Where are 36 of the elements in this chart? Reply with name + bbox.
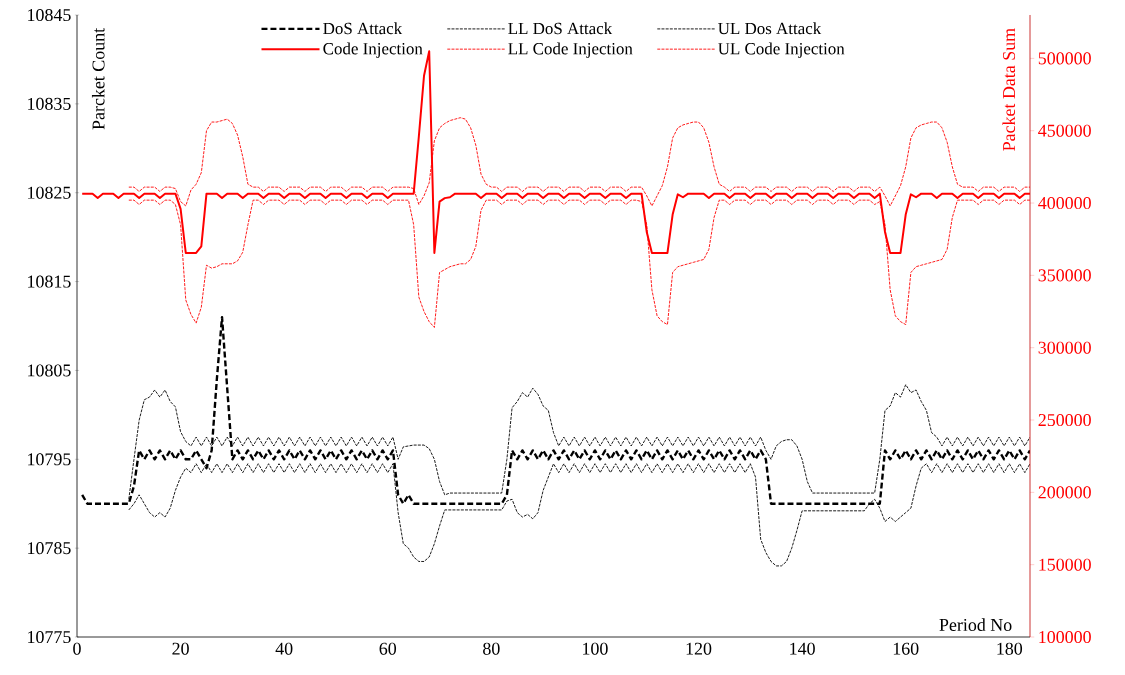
- y-tick-label: 10815: [28, 275, 71, 288]
- x-tick-label: 40: [275, 642, 293, 655]
- legend-label: Code Injection: [323, 42, 423, 58]
- y-tick-label: 10785: [28, 542, 71, 555]
- legend-label: UL Code Injection: [718, 42, 845, 58]
- y-tick-label: 10845: [28, 8, 71, 22]
- y-axis-title: Parcket Count: [91, 27, 105, 130]
- x-tick-label: 60: [379, 642, 397, 655]
- y2-tick-label: 400000: [1038, 197, 1091, 210]
- y-tick-label: 10825: [28, 186, 71, 199]
- legend-label: DoS Attack: [323, 22, 403, 35]
- x-tick-label: 0: [73, 642, 81, 655]
- y2-tick-label: 300000: [1038, 341, 1091, 354]
- y2-tick-label: 200000: [1038, 486, 1091, 499]
- x-tick-label: 120: [686, 642, 712, 655]
- legend-label: LL Code Injection: [508, 42, 633, 58]
- legend-label: LL DoS Attack: [508, 22, 613, 35]
- y2-tick-label: 250000: [1038, 413, 1091, 427]
- x-tick-label: 160: [893, 642, 919, 655]
- x-tick-label: 100: [583, 642, 608, 655]
- x-tick-label: 140: [790, 642, 815, 655]
- y2-tick-label: 450000: [1038, 124, 1091, 137]
- y-tick-label: 10835: [28, 97, 71, 110]
- y2-axis-title: Packet Data Sum: [1002, 28, 1016, 151]
- y2-tick-label: 100000: [1039, 630, 1091, 644]
- x-tick-label: 180: [997, 642, 1023, 655]
- y2-tick-label: 500000: [1038, 52, 1091, 65]
- y-tick-label: 10775: [28, 630, 71, 644]
- x-tick-label: 80: [483, 642, 500, 655]
- y2-tick-label: 350000: [1038, 269, 1091, 282]
- x-axis-title: Period No: [939, 618, 1012, 631]
- y2-tick-label: 150000: [1039, 558, 1091, 571]
- legend-label: UL Dos Attack: [718, 22, 822, 35]
- y-tick-label: 10795: [28, 453, 71, 466]
- y-tick-label: 10805: [28, 364, 71, 377]
- x-tick-label: 20: [172, 642, 189, 655]
